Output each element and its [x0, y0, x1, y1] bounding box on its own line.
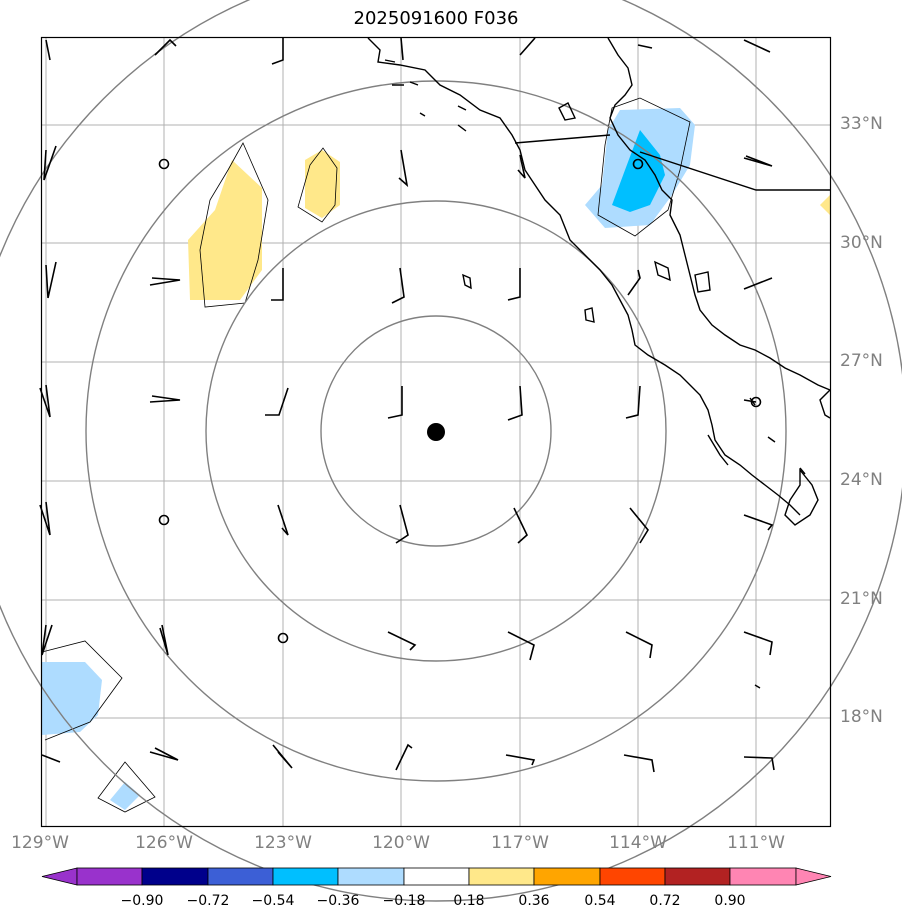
calm-marker: [750, 396, 762, 408]
colorbar-tick-label: 0.18: [453, 893, 485, 909]
colorbar-segment: [337, 867, 405, 886]
map-frame: [40, 36, 832, 828]
map-title: 2025091600 F036: [353, 8, 519, 29]
colorbar-segment: [76, 867, 143, 886]
colorbar-tick-label: 0.36: [518, 893, 550, 909]
lon-label: 129°W: [11, 833, 69, 853]
range-rings: [0, 0, 902, 902]
lat-label: 33°N: [840, 114, 883, 134]
colorbar-tick-label: 0.72: [649, 893, 681, 909]
contour-lines: [41, 97, 691, 813]
negative-area-4: [110, 782, 140, 810]
colorbar-over-arrow: [795, 867, 832, 886]
calm-marker: [632, 158, 644, 170]
lat-label: 18°N: [840, 707, 883, 727]
wind-barbs: [39, 37, 775, 773]
lat-label: 21°N: [840, 589, 883, 609]
colorbar-segment: [599, 867, 666, 886]
calm-markers: [158, 158, 762, 644]
colorbar-tick-label: −0.90: [120, 893, 164, 909]
lat-label: 30°N: [840, 233, 883, 253]
colorbar-segment: [272, 867, 339, 886]
colorbar-tick-label: −0.54: [251, 893, 295, 909]
negative-area-2: [612, 130, 665, 212]
colorbar-segment: [207, 867, 274, 886]
colorbar-segment: [468, 867, 535, 886]
lat-label: 27°N: [840, 351, 883, 371]
positive-area-2: [305, 150, 340, 218]
colorbar-tick-label: −0.18: [382, 893, 426, 909]
storm-center-marker: [427, 423, 445, 441]
colorbar-segment: [533, 867, 601, 886]
shaded-field: [42, 108, 830, 810]
colorbar-tick-label: 0.90: [714, 893, 746, 909]
negative-area-3: [42, 662, 102, 735]
colorbar-tick-label: −0.72: [186, 893, 230, 909]
coastline: [367, 37, 831, 689]
calm-marker: [277, 632, 289, 644]
lat-label: 24°N: [840, 470, 883, 490]
calm-marker: [158, 514, 170, 526]
colorbar-tick-label: 0.54: [584, 893, 616, 909]
lon-label: 120°W: [372, 833, 430, 853]
lon-label: 126°W: [135, 833, 193, 853]
colorbar-tick-label: −0.36: [316, 893, 360, 909]
lon-label: 111°W: [727, 833, 785, 853]
colorbar-segment: [729, 867, 797, 886]
lon-label: 123°W: [254, 833, 312, 853]
lon-label: 114°W: [609, 833, 667, 853]
calm-marker: [158, 158, 170, 170]
colorbar: [41, 867, 832, 886]
lon-label: 117°W: [491, 833, 549, 853]
colorbar-segment: [403, 867, 470, 886]
positive-area-3: [820, 195, 830, 215]
colorbar-segment: [664, 867, 731, 886]
colorbar-under-arrow: [41, 867, 78, 886]
colorbar-segment: [141, 867, 209, 886]
positive-area-1: [188, 160, 262, 300]
